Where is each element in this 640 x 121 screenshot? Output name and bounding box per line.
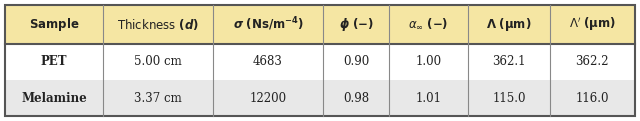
Text: 1.00: 1.00 (415, 55, 442, 68)
Text: 1.01: 1.01 (415, 92, 442, 105)
Text: 362.2: 362.2 (575, 55, 609, 68)
Text: 116.0: 116.0 (575, 92, 609, 105)
Text: PET: PET (41, 55, 67, 68)
Text: $\mathbf{Sample}$: $\mathbf{Sample}$ (29, 16, 79, 33)
Text: Thickness $\boldsymbol{(d)}$: Thickness $\boldsymbol{(d)}$ (117, 17, 199, 32)
Text: 115.0: 115.0 (492, 92, 525, 105)
Text: 0.90: 0.90 (343, 55, 369, 68)
Text: $\boldsymbol{\Lambda}$ $\mathbf{(\mu m)}$: $\boldsymbol{\Lambda}$ $\mathbf{(\mu m)}… (486, 16, 532, 33)
Text: $\boldsymbol{\phi}$ $\mathbf{(-)}$: $\boldsymbol{\phi}$ $\mathbf{(-)}$ (339, 16, 374, 33)
Bar (5, 5, 635, 44)
Text: $\boldsymbol{\alpha_\infty}$ $\mathbf{(-)}$: $\boldsymbol{\alpha_\infty}$ $\mathbf{(-… (408, 17, 449, 31)
Text: 5.00 cm: 5.00 cm (134, 55, 182, 68)
Text: Melamine: Melamine (21, 92, 87, 105)
Text: 362.1: 362.1 (492, 55, 525, 68)
Text: $\boldsymbol{\Lambda'}$ $\mathbf{(\mu m)}$: $\boldsymbol{\Lambda'}$ $\mathbf{(\mu m)… (569, 16, 616, 33)
Text: 3.37 cm: 3.37 cm (134, 92, 182, 105)
Bar (5, 44, 635, 80)
Text: 4683: 4683 (253, 55, 283, 68)
Text: $\boldsymbol{\sigma}$ $\mathbf{(Ns/m^{-4})}$: $\boldsymbol{\sigma}$ $\mathbf{(Ns/m^{-4… (232, 15, 303, 33)
Text: 12200: 12200 (250, 92, 287, 105)
Text: 0.98: 0.98 (343, 92, 369, 105)
Bar (5, 80, 635, 116)
